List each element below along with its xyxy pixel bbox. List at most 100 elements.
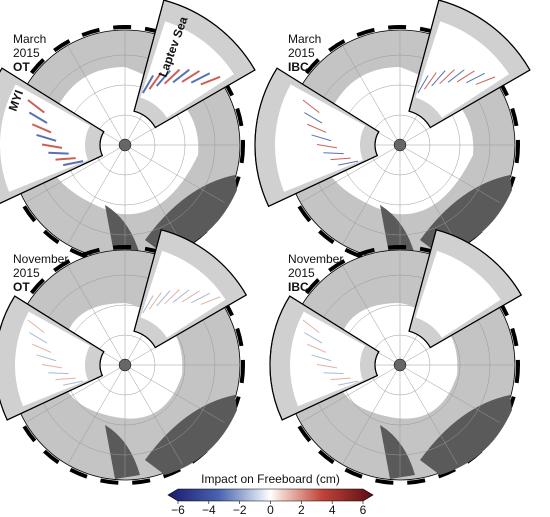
meridian (124, 364, 183, 465)
anomaly-streak (63, 380, 84, 386)
meridian (300, 144, 401, 203)
anomaly-streak (62, 160, 84, 167)
anomaly-streak (29, 332, 48, 344)
anomaly-streak (338, 380, 359, 386)
inset-ice (415, 21, 510, 118)
colorbar-tick-label: 6 (360, 503, 367, 517)
anomaly-streak (155, 69, 171, 87)
map-ocean (280, 245, 520, 485)
panel-year: 2015 (13, 46, 40, 60)
meridian (342, 45, 401, 146)
anomaly-streak (48, 372, 69, 375)
meridian (67, 144, 126, 245)
land-dark (380, 425, 415, 479)
land-dark (420, 395, 512, 475)
anomaly-streak (181, 290, 200, 303)
anomaly-streak (164, 289, 180, 305)
anomaly-streak (55, 157, 76, 161)
anomaly-streak (302, 319, 320, 333)
anomaly-streak (447, 69, 465, 83)
pole (393, 138, 407, 152)
anomaly-streak (330, 157, 351, 161)
meridian (342, 364, 401, 465)
anomaly-streak (31, 123, 52, 134)
anomaly-streak (439, 69, 455, 85)
anomaly-streak (304, 112, 323, 124)
inset-ice (415, 250, 501, 338)
panel-year: 2015 (288, 266, 315, 280)
anomaly-streak (48, 151, 69, 155)
anomaly-streak (431, 70, 446, 87)
panel-year: 2015 (13, 266, 40, 280)
colorbar-tick-label: −6 (171, 503, 185, 517)
inset-frame (0, 67, 105, 204)
anomaly-streak (311, 354, 332, 362)
land-dark (105, 205, 140, 259)
anomaly-streak (55, 377, 76, 381)
inset-frame (269, 295, 380, 421)
anomaly-streak (307, 343, 327, 353)
anomaly-streak (172, 289, 190, 303)
pole (118, 138, 132, 152)
anomaly-streak (36, 133, 57, 142)
anomaly-streak (417, 75, 429, 94)
anomaly-streak (28, 111, 48, 124)
land-dark (105, 425, 140, 479)
colorbar-label: Impact on Freeboard (cm) (201, 472, 340, 486)
map-ocean (280, 25, 520, 265)
anomaly-streak (338, 160, 359, 166)
anomaly-streak (302, 99, 320, 113)
inset-ice (290, 311, 366, 407)
anomaly-streak (32, 343, 52, 353)
colorbar-tick-label: −2 (233, 503, 247, 517)
meridian (67, 364, 126, 465)
map-ocean (5, 25, 245, 265)
anomaly-streak (191, 292, 210, 304)
anomaly-streak (163, 68, 181, 85)
meridian (25, 144, 126, 203)
meridian (67, 265, 126, 366)
inset-frame (408, 0, 531, 129)
panel-year: 2015 (288, 46, 315, 60)
anomaly-streak (304, 332, 323, 344)
anomaly-streak (41, 143, 63, 149)
anomaly-streak (330, 377, 351, 381)
inset-frame (408, 229, 523, 349)
panel-method: OT (13, 280, 30, 294)
meridian (399, 364, 500, 423)
land-dark (380, 205, 415, 259)
inset-frame (133, 0, 256, 129)
anomaly-streak (200, 75, 221, 86)
colorbar-tick-label: 4 (329, 503, 336, 517)
anomaly-streak (311, 134, 332, 142)
meridian (124, 144, 225, 203)
anomaly-streak (456, 70, 475, 83)
anomaly-streak (475, 76, 496, 85)
meridian (342, 265, 401, 366)
anomaly-streak (149, 292, 162, 310)
anomaly-streak (323, 152, 344, 155)
meridian (342, 144, 401, 245)
meridian (67, 45, 126, 146)
colorbar-tick-label: −4 (202, 503, 216, 517)
anomaly-streak (307, 123, 327, 133)
colorbar-tick-label: 2 (298, 503, 305, 517)
anomaly-streak (172, 68, 190, 84)
anomaly-streak (190, 72, 211, 84)
anomaly-streak (316, 143, 338, 149)
inset-frame (254, 67, 380, 208)
meridian (124, 144, 183, 245)
anomaly-streak (200, 296, 221, 305)
anomaly-streak (142, 295, 154, 314)
panel-month: November (13, 252, 68, 266)
anomaly-streak (142, 74, 154, 94)
meridian (124, 364, 225, 423)
panel-method: OT (13, 60, 30, 74)
anomaly-streak (424, 72, 437, 90)
inset-ice (14, 311, 91, 407)
